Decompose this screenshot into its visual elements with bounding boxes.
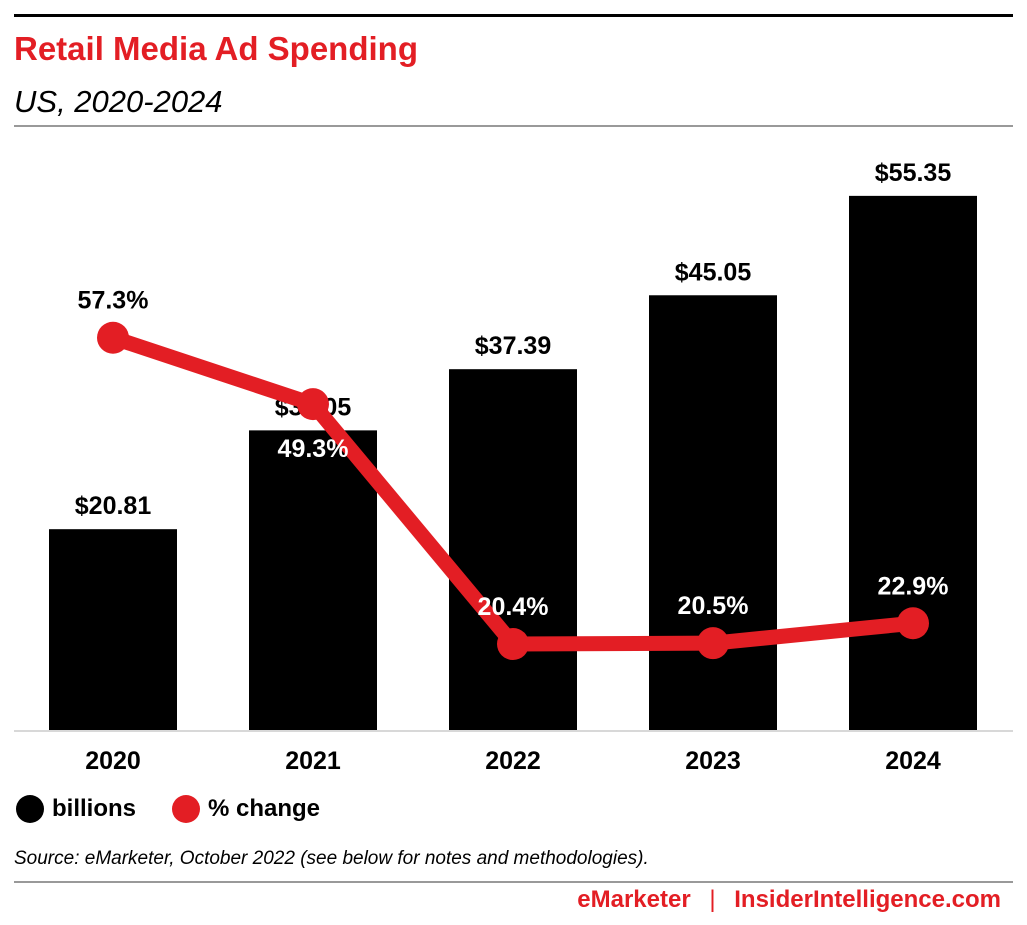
change-label-2021: 49.3%	[278, 435, 349, 463]
change-label-2024: 22.9%	[878, 572, 949, 600]
bar-2024	[849, 195, 977, 730]
legend: billions % change	[16, 795, 320, 823]
change-label-2022: 20.4%	[478, 593, 549, 621]
x-tick-2020: 2020	[85, 747, 141, 775]
top-rule	[14, 14, 1013, 17]
chart-title: Retail Media Ad Spending	[14, 30, 418, 67]
bar-label-2020: $20.81	[75, 492, 152, 520]
footer-separator: |	[709, 886, 716, 913]
bar-label-2023: $45.05	[675, 258, 752, 286]
source-note: Source: eMarketer, October 2022 (see bel…	[14, 848, 649, 869]
change-point-2024	[897, 607, 929, 640]
x-tick-2023: 2023	[685, 747, 741, 775]
bar-label-2022: $37.39	[475, 332, 551, 360]
bar-2020	[49, 529, 177, 730]
brand-insider: InsiderIntelligence.com	[734, 886, 1001, 913]
bar-2022	[449, 369, 577, 730]
bar-2023	[649, 295, 777, 730]
change-point-2021	[297, 388, 329, 421]
footer: eMarketer | InsiderIntelligence.com	[577, 886, 1001, 914]
brand-emarketer: eMarketer	[577, 886, 691, 913]
header-rule	[14, 125, 1013, 127]
footer-rule	[14, 881, 1013, 883]
x-tick-2021: 2021	[285, 747, 341, 775]
change-point-2023	[697, 627, 729, 660]
change-point-2020	[97, 321, 129, 354]
change-label-2023: 20.5%	[678, 592, 749, 620]
x-tick-2024: 2024	[885, 747, 941, 775]
chart-subtitle: US, 2020-2024	[14, 84, 223, 119]
bar-2021	[249, 430, 377, 730]
legend-label-billions: billions	[52, 795, 136, 822]
legend-swatch-change	[172, 795, 200, 823]
legend-swatch-billions	[16, 795, 44, 823]
bar-label-2024: $55.35	[875, 159, 952, 187]
x-tick-2022: 2022	[485, 747, 541, 775]
change-point-2022	[497, 628, 529, 660]
legend-label-change: % change	[208, 795, 321, 822]
change-label-2020: 57.3%	[78, 287, 149, 315]
